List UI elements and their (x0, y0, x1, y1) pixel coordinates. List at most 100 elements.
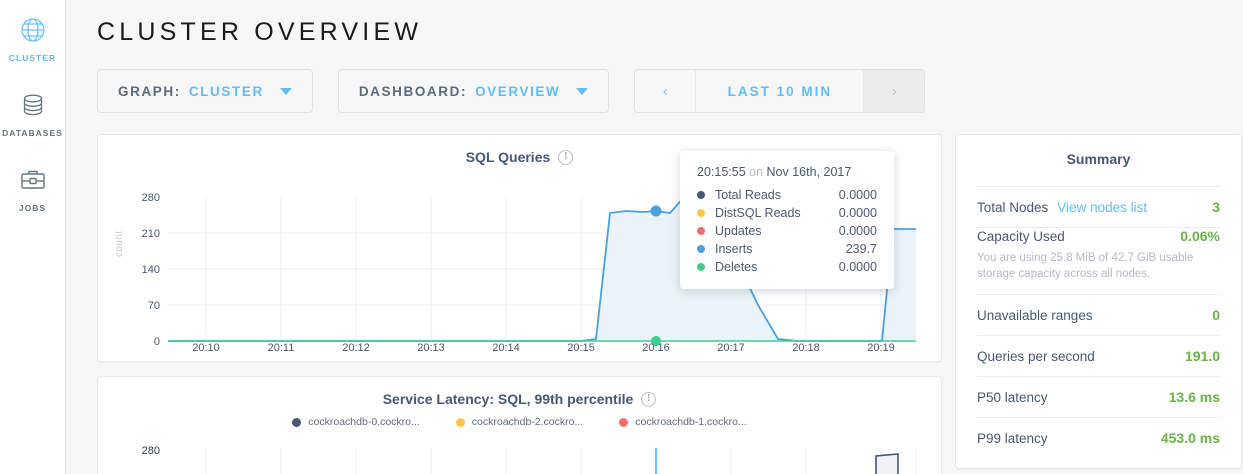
chevron-down-icon (279, 87, 292, 95)
summary-row-total-nodes: Total Nodes View nodes list 3 (977, 186, 1220, 227)
sidebar-item-jobs[interactable]: JOBS (0, 156, 65, 217)
capacity-used-label: Capacity Used (977, 229, 1065, 244)
graph-selector[interactable]: GRAPH: CLUSTER (97, 69, 313, 113)
svg-text:280: 280 (142, 192, 160, 204)
total-nodes-label: Total Nodes (977, 200, 1049, 215)
time-range-selector: ‹ LAST 10 MIN › (634, 69, 926, 113)
sql-queries-svg[interactable]: 280 210 140 70 0 (98, 171, 942, 354)
sidebar-item-cluster[interactable]: CLUSTER (0, 6, 65, 67)
inserts-highlight-point (650, 205, 662, 217)
time-range-label[interactable]: LAST 10 MIN (727, 83, 833, 99)
summary-row-p50: P50 latency 13.6 ms (977, 376, 1220, 417)
tooltip-time: 20:15:55 (697, 165, 746, 179)
series-dot-total-reads (697, 191, 705, 199)
inserts-area (168, 195, 916, 341)
series-dot-deletes (697, 263, 705, 271)
view-nodes-list-link[interactable]: View nodes list (1057, 200, 1148, 215)
capacity-used-detail: You are using 25.8 MiB of 42.7 GiB usabl… (977, 252, 1194, 280)
time-next-button: › (863, 70, 925, 112)
info-icon[interactable]: ! (641, 391, 657, 407)
chevron-down-icon (576, 87, 589, 95)
legend-item[interactable]: cockroachdb-2.cockro... (455, 416, 584, 428)
tooltip-row: Updates 0.0000 (697, 222, 877, 240)
plot-sql-queries: count 280 210 140 70 0 (98, 171, 941, 358)
deletes-highlight-point (651, 336, 661, 346)
summary-row-unavailable-ranges: Unavailable ranges 0 (977, 294, 1220, 335)
chart-title-sql-queries: SQL Queries ! (98, 135, 941, 165)
graph-selector-value: CLUSTER (188, 83, 264, 99)
chart-title-text: Service Latency: SQL, 99th percentile (382, 391, 634, 407)
svg-text:20:14: 20:14 (492, 342, 520, 353)
unavailable-ranges-value: 0 (1212, 307, 1220, 323)
summary-row-capacity: Capacity Used 0.06% (977, 228, 1220, 256)
tooltip-series-value: 0.0000 (838, 188, 877, 202)
time-prev-button[interactable]: ‹ (635, 70, 697, 112)
database-icon (18, 90, 48, 120)
svg-text:20:12: 20:12 (342, 342, 370, 353)
svg-text:140: 140 (142, 264, 160, 276)
total-nodes-value: 3 (1212, 199, 1220, 215)
tooltip-series-name: Inserts (715, 242, 753, 256)
tooltip-series-value: 0.0000 (838, 260, 877, 274)
tooltip-series-value: 0.0000 (838, 206, 877, 220)
page-title: CLUSTER OVERVIEW (97, 18, 423, 46)
node-0-latency-line (875, 453, 899, 474)
graph-selector-label: GRAPH: (118, 83, 181, 99)
summary-row-qps: Queries per second 191.0 (977, 335, 1220, 376)
charts-column: SQL Queries ! count 280 210 140 70 (97, 134, 942, 474)
unavailable-ranges-label: Unavailable ranges (977, 308, 1093, 323)
tooltip-timestamp: 20:15:55 on Nov 16th, 2017 (697, 165, 877, 179)
summary-title: Summary (1066, 151, 1131, 167)
tooltip-row: DistSQL Reads 0.0000 (697, 204, 877, 222)
tooltip-on: on (745, 165, 767, 179)
content-area: SQL Queries ! count 280 210 140 70 (97, 134, 1243, 474)
service-latency-svg[interactable]: 280 (98, 434, 942, 474)
queries-per-second-label: Queries per second (977, 349, 1095, 364)
tooltip-series-name: Deletes (715, 260, 758, 274)
legend-item[interactable]: cockroachdb-1.cockro... (619, 416, 747, 428)
svg-text:20:13: 20:13 (417, 342, 445, 353)
tooltip-series-value: 0.0000 (838, 224, 877, 238)
svg-text:20:10: 20:10 (192, 342, 220, 353)
legend-label: cockroachdb-2.cockro... (471, 416, 584, 428)
sidebar-item-cluster-label: CLUSTER (8, 53, 57, 63)
svg-text:20:19: 20:19 (867, 342, 895, 353)
chart-title-service-latency: Service Latency: SQL, 99th percentile ! (98, 377, 941, 407)
legend-dot-node-0 (292, 417, 302, 427)
series-dot-inserts (697, 245, 705, 253)
svg-text:20:15: 20:15 (567, 342, 595, 353)
main-content: CLUSTER OVERVIEW GRAPH: CLUSTER DASHBOAR… (66, 0, 1243, 474)
chart-card-service-latency: Service Latency: SQL, 99th percentile ! … (97, 376, 942, 474)
chart-legend: cockroachdb-0.cockro... cockroachdb-2.co… (98, 416, 941, 428)
chart-card-sql-queries: SQL Queries ! count 280 210 140 70 (97, 134, 942, 362)
chart-title-text: SQL Queries (465, 149, 551, 165)
info-icon[interactable]: ! (558, 149, 574, 165)
sidebar-item-databases[interactable]: DATABASES (0, 81, 65, 142)
svg-text:0: 0 (154, 336, 160, 348)
summary-row-p99: P99 latency 453.0 ms (977, 417, 1220, 458)
tooltip-series-name: DistSQL Reads (715, 206, 801, 220)
dashboard-selector-value: OVERVIEW (475, 83, 561, 99)
toolbar: GRAPH: CLUSTER DASHBOARD: OVERVIEW ‹ LAS… (97, 69, 1243, 113)
capacity-used-value: 0.06% (1180, 228, 1220, 244)
svg-text:210: 210 (142, 228, 160, 240)
summary-block-capacity: Capacity Used 0.06% You are using 25.8 M… (977, 227, 1220, 294)
tooltip-row: Inserts 239.7 (697, 240, 877, 258)
chart-tooltip: 20:15:55 on Nov 16th, 2017 Total Reads 0… (680, 151, 894, 289)
queries-per-second-value: 191.0 (1184, 348, 1220, 364)
tooltip-date: Nov 16th, 2017 (766, 165, 852, 179)
briefcase-icon (18, 165, 48, 195)
dashboard-selector[interactable]: DASHBOARD: OVERVIEW (337, 69, 610, 113)
p99-latency-label: P99 latency (977, 431, 1048, 446)
series-dot-distsql-reads (697, 209, 705, 217)
legend-label: cockroachdb-0.cockro... (308, 416, 420, 428)
tooltip-series-name: Updates (715, 224, 762, 238)
plot-service-latency: 280 (98, 434, 941, 474)
legend-item[interactable]: cockroachdb-0.cockro... (292, 416, 420, 428)
tooltip-row: Total Reads 0.0000 (697, 186, 877, 204)
svg-text:20:18: 20:18 (792, 342, 820, 353)
tooltip-series-value: 239.7 (845, 242, 877, 256)
summary-panel: Summary Total Nodes View nodes list 3 Ca… (955, 134, 1242, 469)
tooltip-row: Deletes 0.0000 (697, 258, 877, 276)
